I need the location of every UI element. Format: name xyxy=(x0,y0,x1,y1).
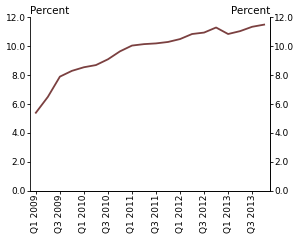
Text: Percent: Percent xyxy=(30,6,69,16)
Text: Percent: Percent xyxy=(231,6,270,16)
